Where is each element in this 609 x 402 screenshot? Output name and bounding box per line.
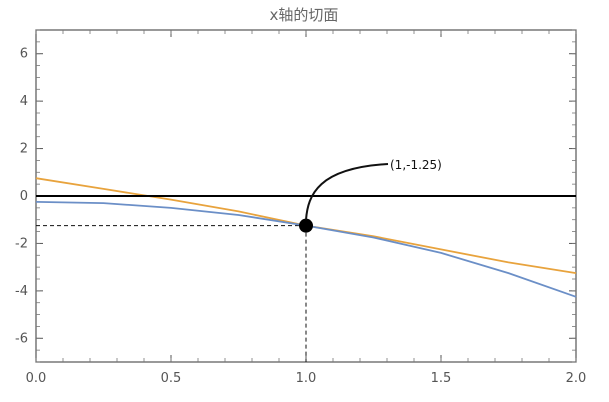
annotation-arrow [305, 163, 389, 220]
y-tick-label: 2 [20, 142, 28, 157]
y-tick-label: -2 [15, 236, 28, 251]
x-tick-label: 0.0 [26, 371, 47, 386]
y-tick-label: 6 [20, 47, 28, 62]
y-tick-label: 0 [20, 189, 28, 204]
tangent-point [299, 218, 313, 233]
x-tick-label: 2.0 [566, 371, 587, 386]
y-tick-label: 4 [20, 94, 28, 109]
x-tick-label: 1.5 [431, 371, 452, 386]
chart-title: x轴的切面 [270, 6, 339, 24]
y-tick-label: -4 [15, 284, 28, 299]
x-tick-label: 1.0 [296, 371, 317, 386]
y-tick-label: -6 [15, 331, 28, 346]
point-annotation: (1,-1.25) [390, 158, 442, 172]
x-tick-label: 0.5 [161, 371, 182, 386]
plot-area: 0.0 0.5 1.0 1.5 2.0 -6 -4 -2 0 2 4 6 [15, 29, 587, 386]
